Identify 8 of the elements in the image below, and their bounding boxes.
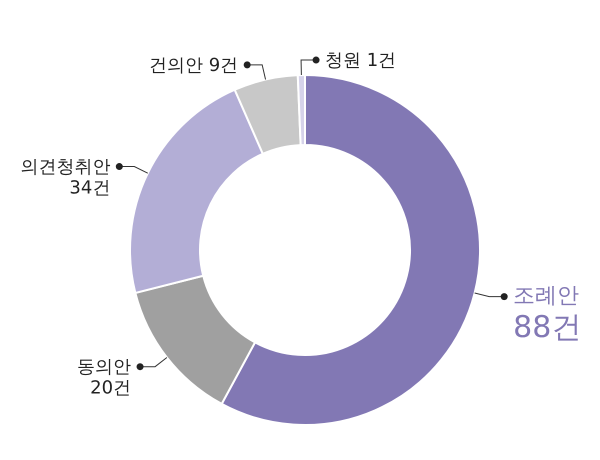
slice-label: 조례안 — [513, 284, 580, 309]
data-label: 20건 — [90, 377, 132, 398]
data-label: 34건 — [69, 177, 110, 198]
slice-label: 건의안 9건 — [148, 54, 238, 76]
slice-label: 청원 1건 — [325, 50, 396, 72]
slice-label: 의견청취안 — [20, 156, 110, 178]
data-label: 88건 — [513, 310, 582, 346]
slice-label: 동의안 — [77, 356, 132, 378]
